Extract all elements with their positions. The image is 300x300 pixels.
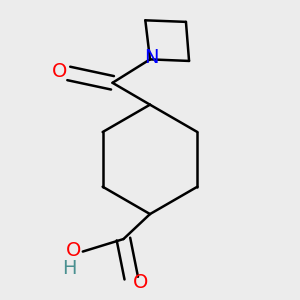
Text: O: O xyxy=(66,241,82,260)
Text: N: N xyxy=(144,48,159,67)
Text: O: O xyxy=(52,62,68,81)
Text: O: O xyxy=(133,273,148,292)
Text: H: H xyxy=(62,259,77,278)
